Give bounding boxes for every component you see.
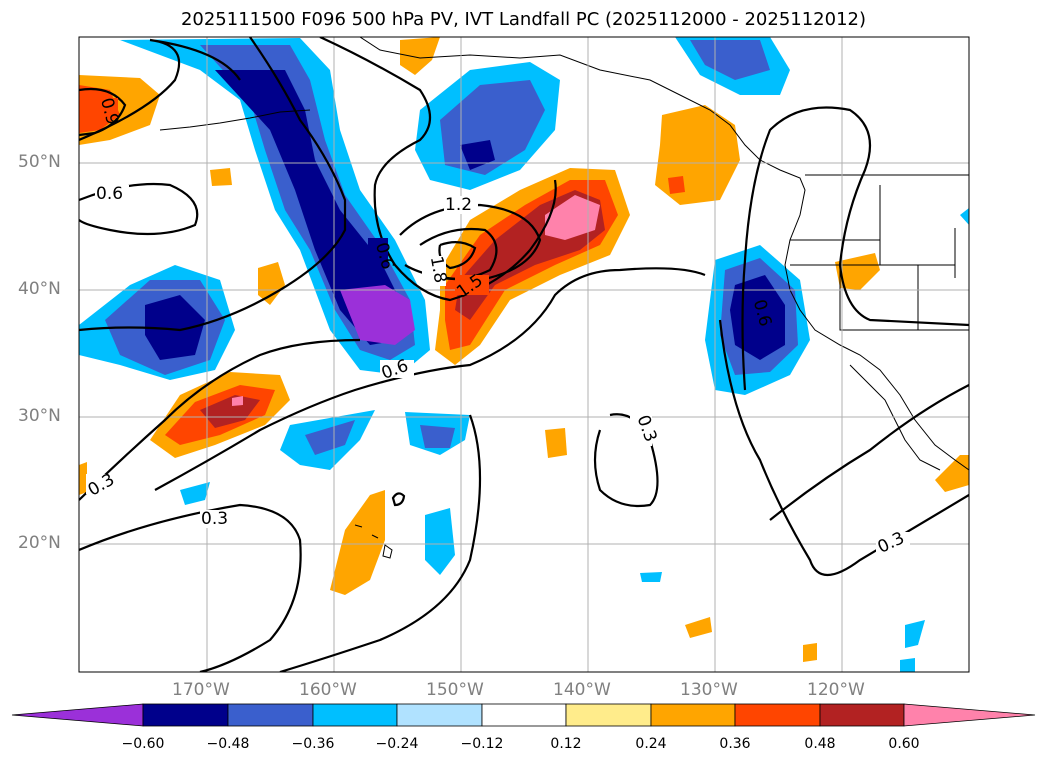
contour-0-3-east-coast — [769, 384, 969, 521]
colorbar-extend-right — [903, 703, 1036, 727]
contour-label: 0.3 — [201, 509, 228, 529]
colorbar-box — [481, 703, 567, 727]
colorbar-box — [396, 703, 483, 727]
small-ridge-f — [803, 643, 817, 662]
map-area: 0.9 0.6 0.6 1.2 1.8 1.5 0.6 0.6 0.3 0.3 … — [79, 37, 969, 672]
lon-label: 160°W — [299, 680, 357, 700]
small-ridge-b — [210, 168, 232, 186]
lat-label: 30°N — [18, 406, 61, 426]
top-blob-mid — [690, 40, 770, 80]
contour-0-3-center — [279, 414, 482, 672]
small-ridge-c — [545, 428, 567, 458]
aleutians — [159, 109, 311, 131]
colorbar-tick-label: 0.48 — [804, 736, 836, 752]
contour-ridge-outer — [319, 37, 557, 302]
contour-0-3-loop — [79, 38, 241, 142]
trough-core-purple — [340, 285, 415, 345]
contour-label: 1.2 — [445, 195, 472, 215]
colorbar-tick-label: −0.60 — [121, 736, 165, 752]
colorbar-tick-label: −0.24 — [375, 736, 419, 752]
colorbar-tick-label: 0.24 — [635, 736, 667, 752]
trough-band-dark — [215, 70, 405, 345]
top-center-orange — [400, 37, 440, 75]
contour-0-6-west — [79, 182, 199, 236]
contour-0-6-mid — [79, 37, 347, 332]
small-low-b-mid — [420, 425, 455, 448]
lat-label: 50°N — [18, 152, 61, 172]
pv-contours — [79, 37, 969, 672]
alaska-coast — [359, 37, 969, 471]
gridlines — [79, 37, 969, 672]
sw-ridge-core — [232, 396, 243, 406]
small-low-a-mid — [305, 420, 355, 455]
hawaii-islands — [354, 524, 393, 559]
colorbar — [11, 703, 1036, 727]
colorbar-tick-label: −0.48 — [206, 736, 250, 752]
colorbar-box — [734, 703, 821, 727]
lat-label: 20°N — [18, 533, 61, 553]
contour-small-loop — [391, 492, 406, 507]
colorbar-box — [565, 703, 652, 727]
contour-label: 0.6 — [96, 184, 123, 204]
colorbar-box — [142, 703, 229, 727]
contour-label-group: 0.9 0.6 0.6 1.2 1.8 1.5 0.6 0.6 0.3 0.3 … — [85, 96, 910, 558]
colorbar-box — [650, 703, 736, 727]
small-ridge-h — [79, 462, 87, 495]
state-lines — [790, 185, 969, 331]
baja-coast — [849, 364, 941, 471]
map-frame — [78, 36, 970, 673]
lon-label: 120°W — [807, 680, 865, 700]
colorbar-box — [819, 703, 905, 727]
colorbar-tick-label: 0.12 — [550, 736, 582, 752]
contour-0-3-south — [79, 338, 361, 501]
map-title: 2025111500 F096 500 hPa PV, IVT Landfall… — [180, 9, 867, 30]
negative-anomaly-fill — [79, 37, 969, 672]
coastlines — [159, 37, 969, 559]
sw-ridge-darkred — [200, 395, 260, 428]
contour-0-3-low — [79, 503, 302, 672]
colorbar-box — [227, 703, 314, 727]
lat-label: 40°N — [18, 279, 61, 299]
small-low-f — [905, 620, 925, 648]
colorbar-tick-label: −0.36 — [291, 736, 335, 752]
hawaii-ridge-orange — [330, 490, 385, 595]
ridge-core-pink — [545, 195, 600, 240]
contour-label: 1.8 — [426, 255, 450, 285]
small-low-d — [180, 482, 210, 505]
small-ridge-e — [685, 617, 712, 638]
west-low-dark — [145, 295, 205, 360]
lon-label: 150°W — [426, 680, 484, 700]
colorbar-tick-label: −0.12 — [460, 736, 504, 752]
small-ridge-a — [258, 262, 285, 305]
colorbar-tick-label: 0.36 — [719, 736, 751, 752]
small-low-e — [640, 572, 662, 582]
contour-0-6-east — [741, 106, 969, 391]
small-ridge-d — [835, 253, 880, 290]
small-low-g — [900, 658, 915, 672]
colorbar-tick-label: 0.60 — [888, 736, 920, 752]
lon-label: 130°W — [680, 680, 738, 700]
contour-0-6-south — [154, 267, 706, 491]
lon-label: 140°W — [553, 680, 611, 700]
small-low-c — [425, 508, 455, 575]
colorbar-extend-left — [11, 703, 144, 727]
lon-label: 170°W — [172, 680, 230, 700]
colorbar-box — [312, 703, 398, 727]
coast-ridge-red — [668, 176, 685, 194]
small-low-h — [960, 208, 969, 225]
